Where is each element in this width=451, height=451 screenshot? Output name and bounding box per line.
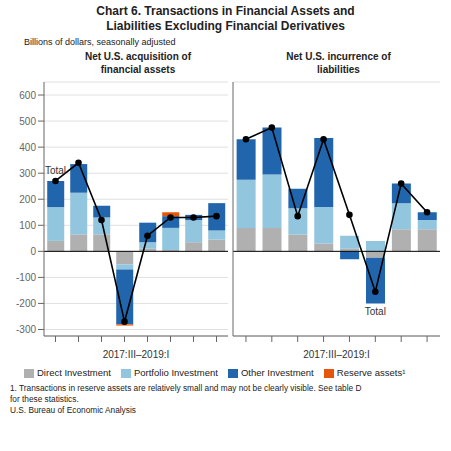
- html-text:for these statistics.: for these statistics.: [10, 394, 79, 404]
- svg-text:Total: Total: [365, 306, 386, 317]
- html-text:U.S. Bureau of Economic Analys: U.S. Bureau of Economic Analysis: [10, 405, 136, 415]
- svg-text:0: 0: [30, 246, 36, 257]
- svg-text:2017:III–2019:I: 2017:III–2019:I: [303, 349, 370, 360]
- html-text:Other Investment: Other Investment: [240, 367, 314, 378]
- html-text:Portfolio Investment: Portfolio Investment: [133, 367, 218, 378]
- svg-text:-100: -100: [16, 272, 36, 283]
- svg-text:-200: -200: [16, 298, 36, 309]
- html-text:Net U.S. acquisition of financ: Net U.S. acquisition of financial assets: [84, 51, 192, 75]
- svg-text:300: 300: [19, 168, 36, 179]
- svg-text:Total: Total: [45, 165, 66, 176]
- svg-text:400: 400: [19, 142, 36, 153]
- svg-text:600: 600: [19, 90, 36, 101]
- html-text:Billions of dollars, seasonall: Billions of dollars, seasonally adjusted: [24, 37, 176, 47]
- html-text:1. Transactions in reserve ass: 1. Transactions in reserve assets are re…: [10, 383, 362, 393]
- svg-text:100: 100: [19, 220, 36, 231]
- html-text:Reserve assets¹: Reserve assets¹: [336, 367, 406, 378]
- svg-text:200: 200: [19, 194, 36, 205]
- svg-text:500: 500: [19, 116, 36, 127]
- html-text:Net U.S. incurrence of liabili: Net U.S. incurrence of liabilities: [286, 51, 391, 75]
- html-text:Direct Investment: Direct Investment: [37, 367, 111, 378]
- svg-text:2017:III–2019:I: 2017:III–2019:I: [103, 349, 170, 360]
- svg-text:-300: -300: [16, 324, 36, 335]
- html-text:Chart 6. Transactions in Finan: Chart 6. Transactions in Financial Asset…: [96, 4, 355, 33]
